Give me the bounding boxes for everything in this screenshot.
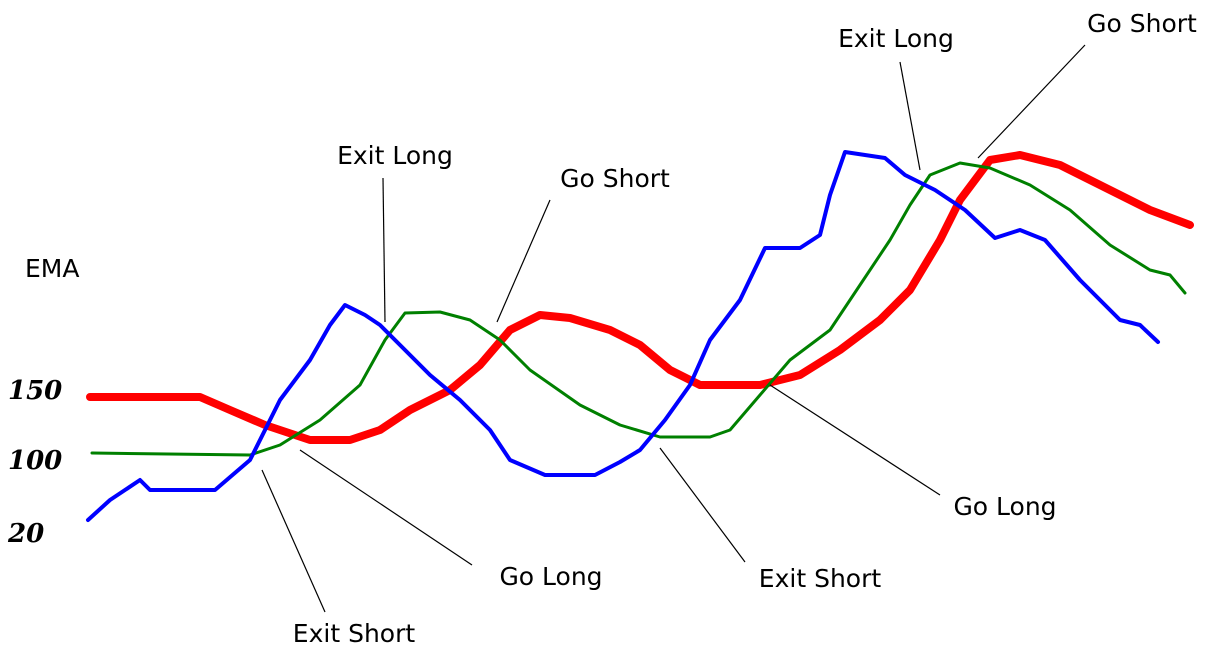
annotation: Exit Long: [838, 24, 954, 53]
title: EMA: [25, 254, 79, 283]
annotation: Go Short: [1087, 9, 1197, 38]
leader-line: [496, 199, 551, 323]
leader-line: [382, 177, 386, 323]
leader-line: [769, 384, 941, 496]
leader-line: [261, 469, 326, 613]
series-label: 150: [8, 376, 62, 406]
series-label: 100: [8, 446, 62, 476]
leader-line: [977, 44, 1086, 159]
annotation: Go Long: [953, 492, 1056, 521]
ema-150-line: [86, 151, 1194, 444]
leader-line: [659, 447, 746, 563]
ema-100-line: [90, 161, 1187, 457]
annotation: Exit Short: [293, 619, 416, 648]
series-label: 20: [7, 519, 44, 549]
annotation: Go Short: [560, 164, 670, 193]
annotation: Exit Long: [337, 141, 453, 170]
ema-20-line: [86, 150, 1160, 522]
annotation: Exit Short: [759, 564, 882, 593]
leader-line: [299, 449, 473, 566]
annotation: Go Long: [499, 562, 602, 591]
leader-line: [899, 61, 921, 171]
